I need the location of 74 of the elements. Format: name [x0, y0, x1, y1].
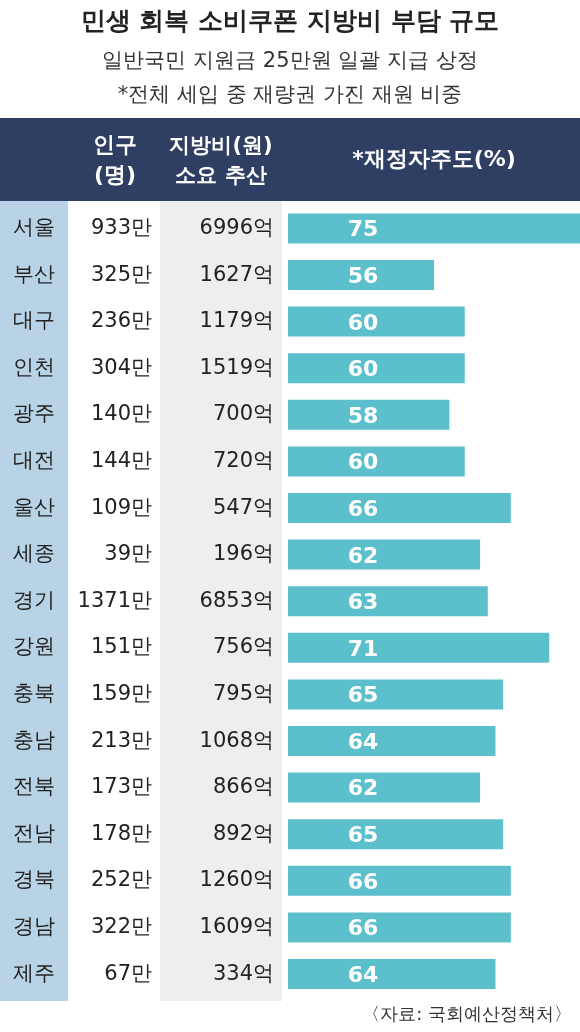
- text: 196억: [211, 540, 274, 568]
- data-label: 58: [347, 402, 379, 428]
- text: 1260억: [198, 866, 274, 894]
- chart-subtitle: 일반국민 지원금 25만원 일괄 지급 상정 *전체 세입 중 재량권 가진 재원 비중: [101, 47, 479, 108]
- data-label: 71: [347, 635, 379, 661]
- data-label: 56: [347, 262, 379, 288]
- text: 866억: [211, 773, 274, 801]
- data-label: 60: [347, 356, 379, 382]
- data-label: 66: [347, 915, 379, 941]
- y-tick-label: 경북: [12, 866, 56, 894]
- text: 1609억: [198, 913, 274, 940]
- text: 6996억: [198, 214, 274, 241]
- text: 159만: [89, 680, 152, 707]
- text: 1519억: [198, 353, 274, 381]
- y-tick-label: 경기: [12, 586, 56, 614]
- data-label: 63: [347, 589, 379, 615]
- text: 933만: [89, 214, 152, 241]
- data-label: 62: [347, 775, 379, 801]
- text: 213만: [89, 726, 152, 754]
- y-tick-label: 광주: [12, 400, 56, 428]
- text: 334억: [211, 959, 274, 987]
- text: 892억: [211, 819, 274, 847]
- text: 795억: [211, 680, 274, 707]
- text: 1068억: [198, 726, 274, 754]
- y-tick-label: 전남: [12, 819, 56, 847]
- text: 720억: [211, 447, 274, 474]
- y-tick-label: 세종: [12, 540, 56, 568]
- y-tick-label: 충북: [12, 680, 56, 707]
- y-tick-label: 울산: [12, 493, 56, 521]
- y-tick-label: 인천: [12, 353, 56, 381]
- text: 151만: [89, 633, 152, 661]
- data-label: 62: [347, 542, 379, 568]
- y-tick-label: 대전: [12, 447, 56, 474]
- y-tick-label: 충남: [12, 726, 56, 754]
- text: 1627억: [198, 260, 274, 288]
- data-label: 60: [347, 309, 379, 335]
- y-tick-label: 부산: [12, 260, 56, 288]
- y-tick-label: 서울: [12, 214, 56, 241]
- text: 140만: [89, 400, 152, 428]
- text: 〈자료: 국회예산정책처〉: [362, 1002, 572, 1026]
- text: 67만: [103, 959, 152, 987]
- text: 1371만: [76, 586, 152, 614]
- data-label: 66: [347, 495, 379, 521]
- text: 178만: [89, 819, 152, 847]
- y-tick-label: 전북: [12, 773, 56, 801]
- y-tick-label: 경남: [12, 913, 56, 940]
- text: 700억: [211, 400, 274, 428]
- data-label: 60: [347, 449, 379, 475]
- text: 756억: [211, 633, 274, 661]
- text: 173만: [89, 773, 152, 801]
- text: 1179억: [198, 307, 274, 335]
- text: 지방비(원) 소요 추산: [168, 132, 274, 189]
- y-tick-label: 제주: [12, 959, 56, 987]
- text: 인구 (명): [92, 131, 138, 189]
- y-tick-label: 강원: [12, 633, 56, 661]
- data-label: 65: [347, 822, 379, 848]
- data-label: 75: [347, 216, 379, 242]
- data-label: 64: [347, 728, 379, 754]
- text: 236만: [89, 307, 152, 335]
- text: 547억: [211, 493, 274, 521]
- data-label: 64: [347, 961, 379, 987]
- text: 6853억: [198, 586, 274, 614]
- text: 304만: [89, 353, 152, 381]
- chart-title: 민생 회복 소비쿠폰 지방비 부담 규모: [79, 5, 501, 37]
- data-label: 65: [347, 682, 379, 708]
- series-label: *재정자주도(%): [351, 145, 517, 173]
- text: 39만: [103, 540, 152, 568]
- text: 109만: [89, 493, 152, 521]
- text: 144만: [89, 447, 152, 474]
- text: 252만: [89, 866, 152, 894]
- data-label: 66: [347, 868, 379, 894]
- text: 322만: [89, 913, 152, 940]
- text: 325만: [89, 260, 152, 288]
- y-tick-label: 대구: [12, 307, 56, 335]
